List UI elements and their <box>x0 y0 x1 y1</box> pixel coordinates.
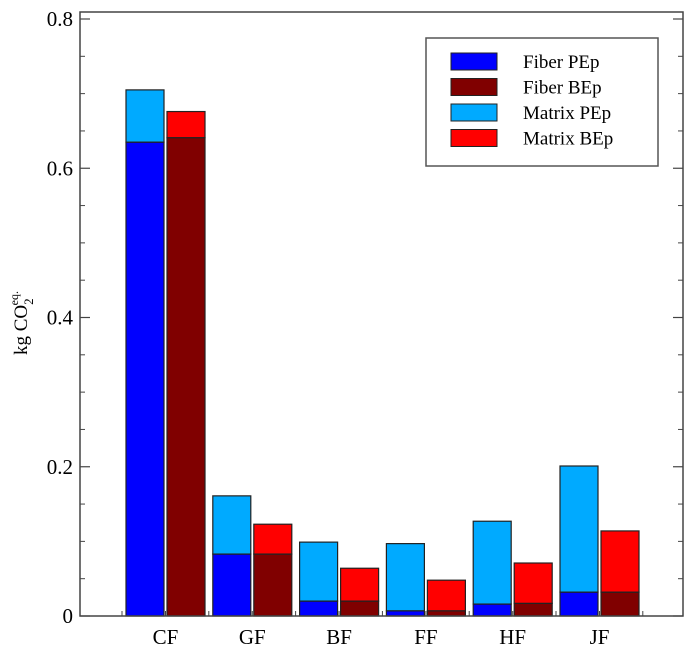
x-label-hf: HF <box>499 625 526 649</box>
y-tick-label: 0.8 <box>47 7 73 31</box>
bar-segment-hf-matrix-bep <box>513 562 553 604</box>
bar-segment-bf-fiber-pep <box>299 600 339 617</box>
bar-segment-bf-matrix-bep <box>340 567 380 602</box>
legend-label: Matrix PEp <box>523 103 611 124</box>
y-tick-label: 0 <box>63 604 74 628</box>
bar-segment-ff-fiber-pep <box>385 610 425 617</box>
legend-label: Matrix BEp <box>523 129 613 150</box>
bar-segment-gf-matrix-bep <box>253 523 293 555</box>
bars-layer <box>125 89 640 617</box>
bar-segment-hf-fiber-bep <box>513 602 553 617</box>
bar-segment-bf-fiber-bep <box>340 600 380 617</box>
bar-segment-jf-matrix-bep <box>600 530 640 593</box>
bar-segment-gf-fiber-bep <box>253 553 293 617</box>
plot-frame <box>79 11 684 617</box>
bar-segment-hf-fiber-pep <box>472 603 512 617</box>
y-tick-label: 0.6 <box>47 156 73 180</box>
x-label-bf: BF <box>326 625 352 649</box>
bar-segment-hf-matrix-pep <box>472 520 512 605</box>
legend-swatch <box>450 129 498 147</box>
bar-segment-ff-matrix-pep <box>385 543 425 612</box>
bar-segment-gf-fiber-pep <box>212 553 252 617</box>
bar-segment-cf-matrix-bep <box>166 110 206 139</box>
bar-segment-ff-fiber-bep <box>426 610 466 617</box>
x-label-jf: JF <box>590 625 610 649</box>
ylabel-main: kg CO <box>11 305 32 355</box>
ylabel-sup: eq. <box>7 291 21 305</box>
bar-segment-bf-matrix-pep <box>299 541 339 602</box>
legend-label: Fiber PEp <box>523 52 600 73</box>
legend-swatch <box>450 103 498 122</box>
x-label-ff: FF <box>414 625 437 649</box>
x-label-cf: CF <box>153 625 179 649</box>
x-category-labels: CF GF BF FF HF JF <box>153 625 610 649</box>
x-label-gf: GF <box>239 625 266 649</box>
y-tick-label: 0.4 <box>47 306 74 330</box>
y-axis-label: kg CO2eq. <box>7 291 36 355</box>
y-tick-labels: 0 0.2 0.4 0.6 0.8 <box>47 7 74 628</box>
y-tick-label: 0.2 <box>47 455 73 479</box>
axes-layer <box>79 11 684 617</box>
legend: Fiber PEp Fiber BEp Matrix PEp Matrix BEp <box>425 37 659 167</box>
svg-text:kg CO2eq.: kg CO2eq. <box>7 291 36 355</box>
legend-swatch <box>450 52 498 71</box>
legend-swatch <box>450 78 498 96</box>
bar-segment-cf-fiber-bep <box>166 137 206 617</box>
bar-segment-cf-matrix-pep <box>125 89 165 143</box>
bar-segment-ff-matrix-bep <box>426 579 466 612</box>
bar-segment-jf-fiber-bep <box>600 591 640 617</box>
ylabel-sub: 2 <box>21 298 36 305</box>
legend-label: Fiber BEp <box>523 78 602 99</box>
bar-segment-gf-matrix-pep <box>212 495 252 555</box>
bar-segment-jf-matrix-pep <box>559 465 599 593</box>
bar-segment-cf-fiber-pep <box>125 141 165 617</box>
bar-segment-jf-fiber-pep <box>559 591 599 617</box>
